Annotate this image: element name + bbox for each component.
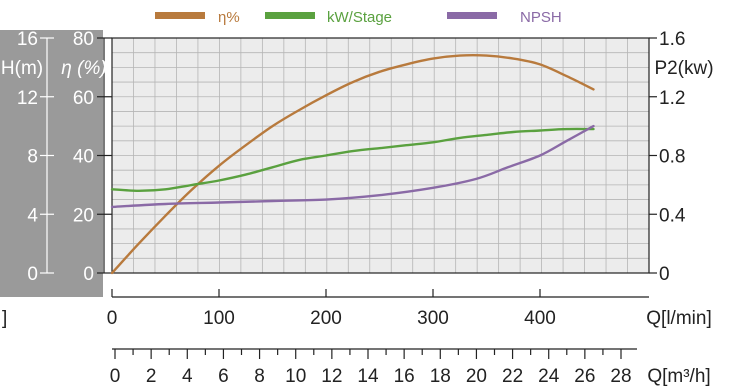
x2-tick-label: 8 — [254, 366, 265, 387]
y-left-inner-tick-label: 40 — [73, 147, 94, 168]
legend: η% kW/Stage NPSH — [155, 9, 562, 26]
cut-left-label: ] — [2, 308, 7, 329]
y-left-outer-tick-label: 8 — [27, 147, 38, 168]
legend-swatch-npsh — [447, 12, 497, 19]
x2-tick-label: 28 — [610, 366, 631, 387]
y-right-tick-label: 0.8 — [659, 147, 685, 168]
legend-label-npsh: NPSH — [520, 9, 562, 26]
x2-tick-label: 14 — [357, 366, 379, 387]
x2-tick-label: 2 — [146, 366, 157, 387]
series-line-eta — [110, 54, 595, 275]
legend-label-eta: η% — [218, 9, 240, 26]
x-tick-label: 400 — [524, 308, 556, 329]
x2-tick-label: 16 — [394, 366, 415, 387]
y-left-inner-tick-label: 20 — [73, 205, 94, 226]
y-right-tick-label: 0 — [659, 264, 670, 285]
x2-tick-label: 26 — [574, 366, 595, 387]
x2-tick-label: 12 — [321, 366, 342, 387]
y-left-outer-tick-label: 16 — [17, 29, 38, 50]
y-right-tick-label: 1.6 — [659, 29, 685, 50]
x2-tick-label: 24 — [538, 366, 560, 387]
x-tick-label: 200 — [310, 308, 342, 329]
y-right-tick-label: 0.4 — [659, 205, 686, 226]
x-tick-label: 0 — [107, 308, 118, 329]
series-lines — [110, 54, 595, 275]
y-left-outer-tick-label: 4 — [27, 205, 38, 226]
x2-tick-label: 18 — [430, 366, 451, 387]
x-tick-label: 100 — [203, 308, 235, 329]
x-axis-label: Q[l/min] — [646, 308, 711, 329]
legend-swatch-eta — [155, 12, 205, 19]
x2-axis-label: Q[m³/h] — [647, 366, 710, 387]
y-right-tick-label: 1.2 — [659, 88, 685, 109]
y-left-inner-tick-label: 0 — [83, 264, 94, 285]
y-right-label: P2(kw) — [654, 58, 713, 79]
x2-tick-label: 4 — [182, 366, 193, 387]
y-left-inner-tick-label: 60 — [73, 88, 94, 109]
y-left-inner-tick-label: 80 — [73, 29, 94, 50]
y-left-outer-tick-label: 0 — [27, 264, 38, 285]
x2-tick-label: 0 — [110, 366, 121, 387]
y-left-outer-label: H(m) — [1, 58, 43, 79]
x-tick-label: 300 — [417, 308, 449, 329]
x2-tick-label: 10 — [285, 366, 306, 387]
x2-tick-label: 22 — [502, 366, 523, 387]
legend-swatch-kw-stage — [265, 12, 315, 19]
grid — [112, 38, 649, 273]
y-left-outer-tick-label: 12 — [17, 88, 38, 109]
y-left-inner-label: η (%) — [61, 58, 106, 79]
series-line-kw-stage — [110, 127, 595, 193]
legend-label-kw-stage: kW/Stage — [327, 9, 392, 26]
left-axes-panel — [0, 30, 103, 297]
x2-tick-label: 20 — [466, 366, 487, 387]
x2-tick-label: 6 — [218, 366, 229, 387]
series-line-npsh — [110, 124, 595, 209]
